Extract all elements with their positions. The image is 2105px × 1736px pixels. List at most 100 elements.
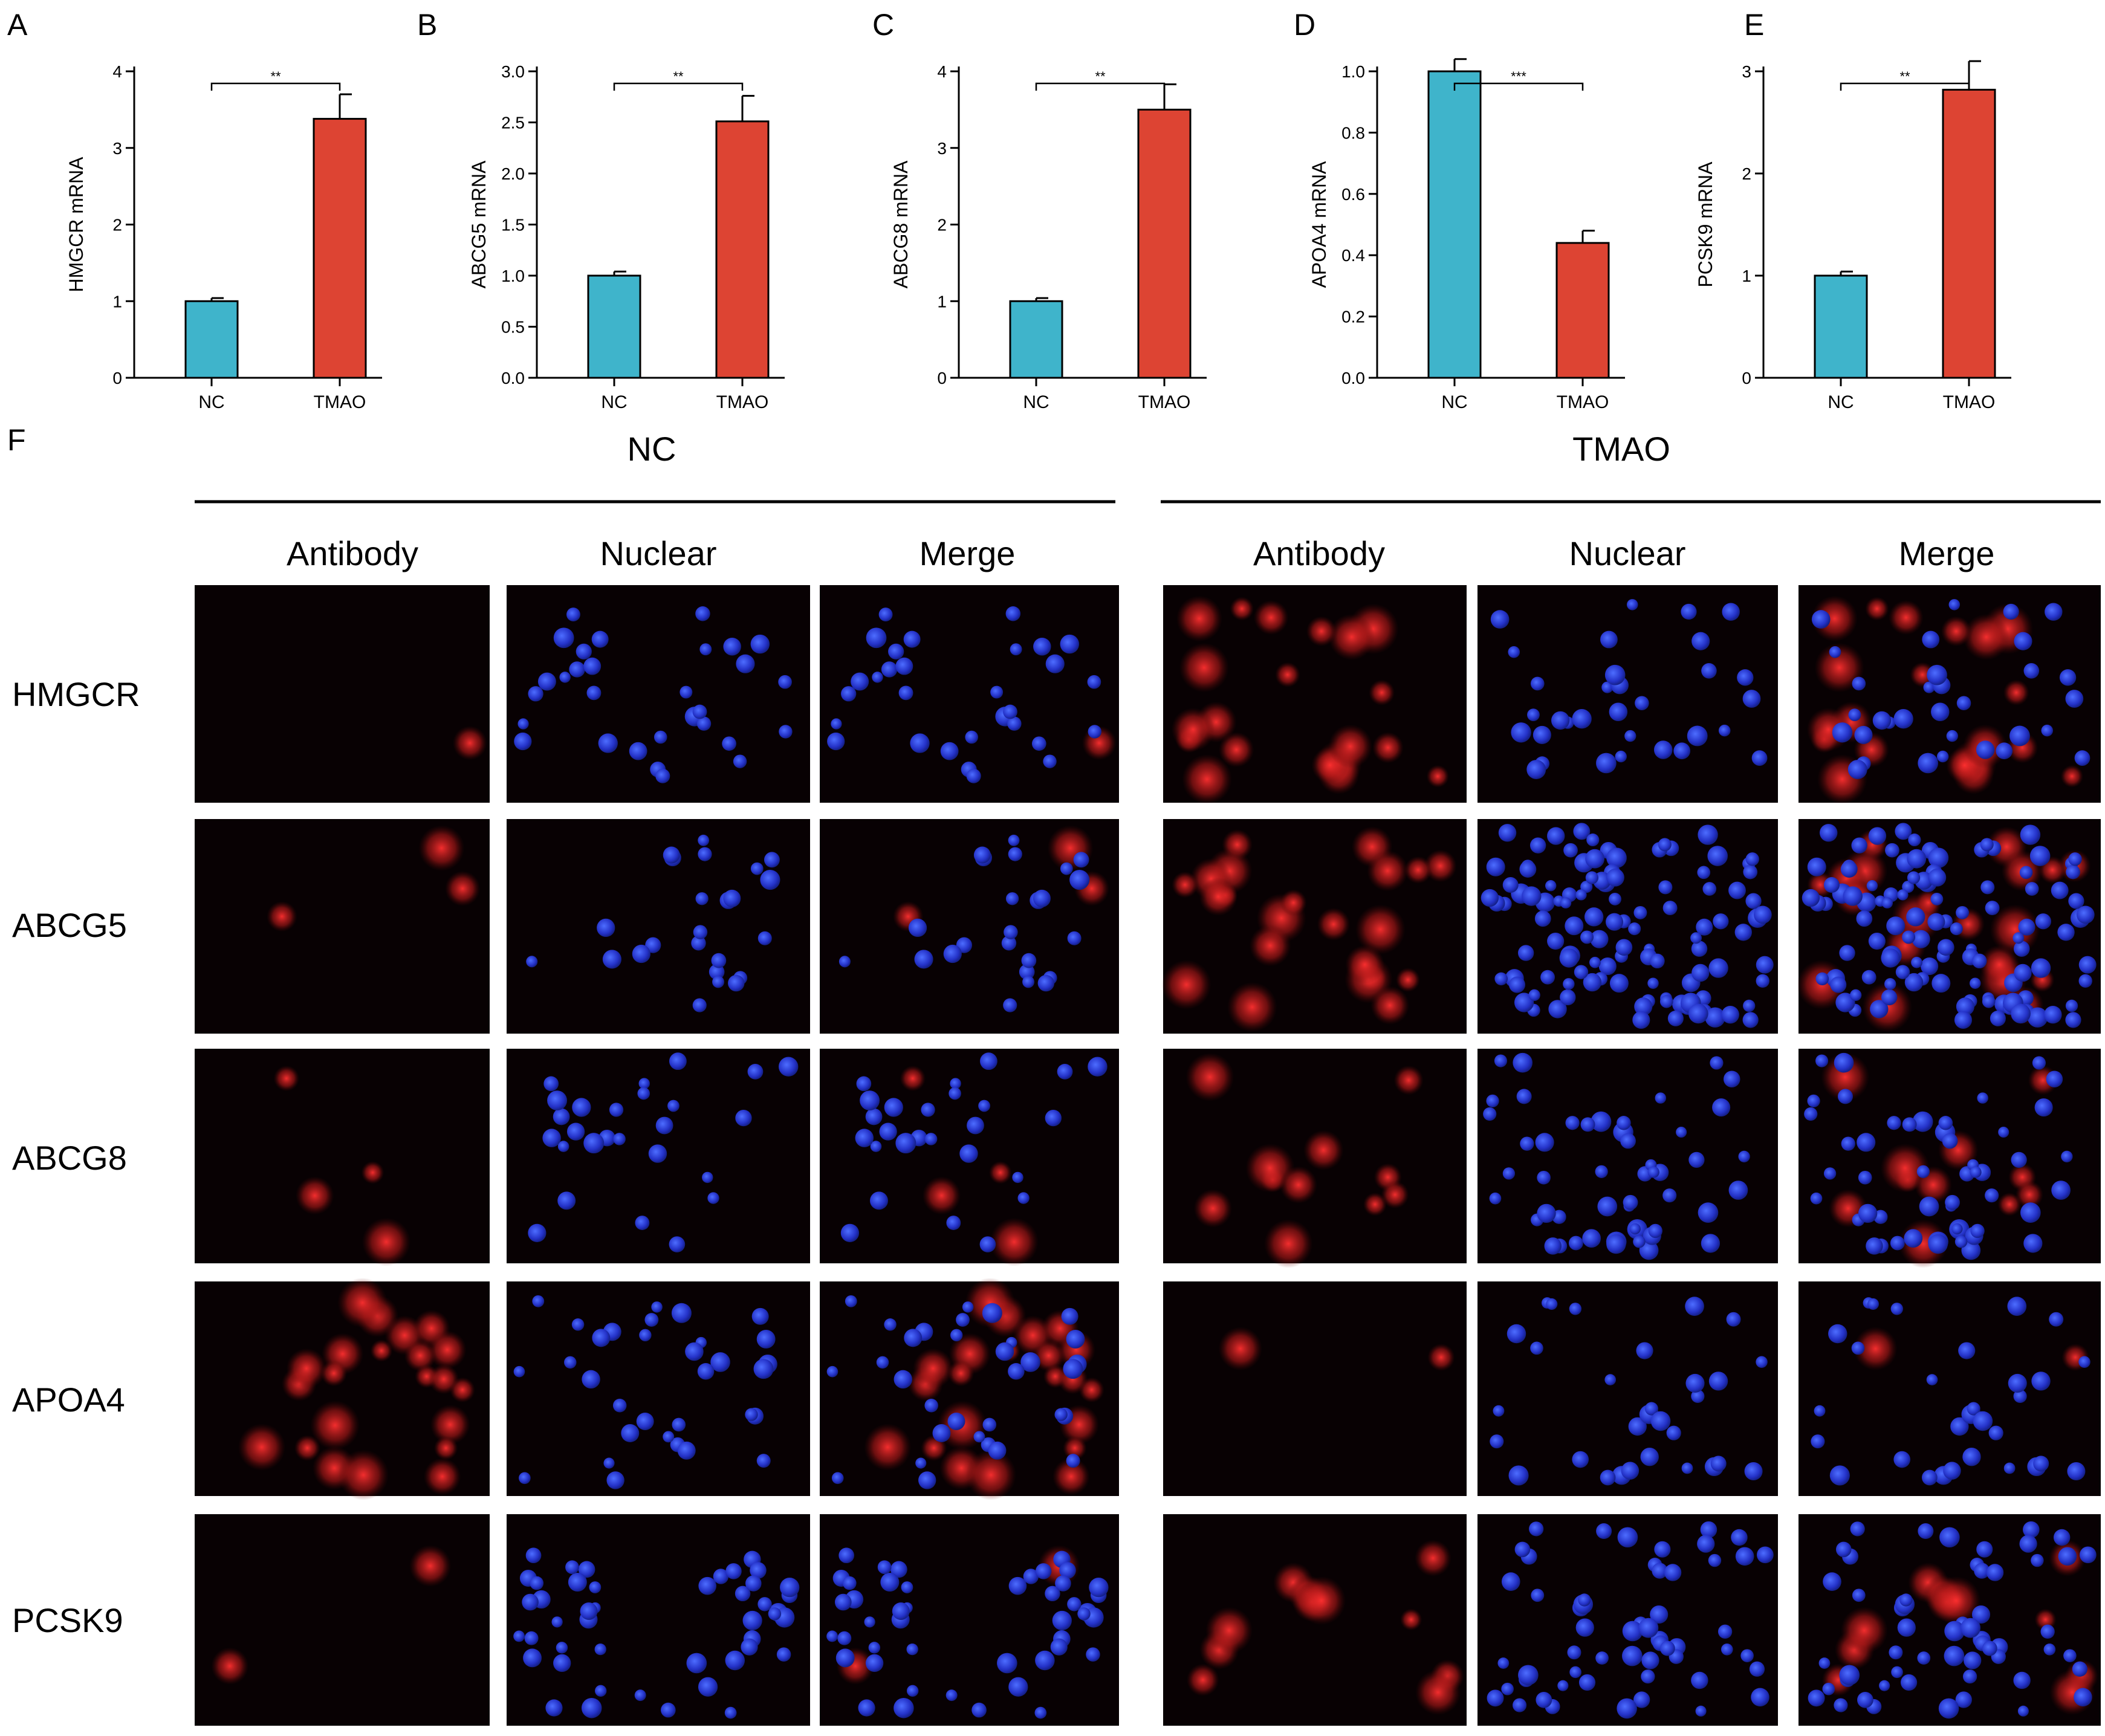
nucleus [1584, 907, 1604, 927]
nucleus [1628, 922, 1641, 936]
nucleus [1698, 1202, 1719, 1223]
nucleus [1008, 1363, 1025, 1380]
nucleus [2007, 1297, 2027, 1316]
y-tick-label: 3 [937, 139, 947, 158]
nucleus [1904, 973, 1924, 992]
nucleus [524, 1631, 539, 1645]
nucleus [1982, 1640, 1997, 1656]
nucleus [644, 1313, 659, 1327]
nucleus [1604, 1374, 1617, 1385]
nucleus [1633, 1691, 1650, 1708]
nucleus [870, 1191, 888, 1210]
nucleus [1738, 1150, 1750, 1162]
y-tick-label: 0.8 [1341, 123, 1365, 142]
y-axis-label: PCSK9 mRNA [1695, 161, 1716, 288]
antibody-signal [965, 1449, 1016, 1500]
column-header-nuclear: Nuclear [1569, 534, 1686, 572]
nucleus [1624, 730, 1636, 742]
nucleus [1956, 997, 1974, 1016]
nucleus [612, 1398, 627, 1413]
nucleus [1597, 1196, 1618, 1217]
micrograph-tmao-pcsk9-merge [1798, 1514, 2101, 1726]
nucleus [950, 1078, 961, 1089]
nucleus [722, 736, 736, 751]
nucleus [685, 1342, 704, 1361]
antibody-signal [1814, 643, 1864, 693]
nucleus [1850, 1521, 1865, 1537]
nucleus [1575, 1618, 1594, 1637]
y-tick-label: 0.4 [1341, 246, 1365, 265]
nucleus [1721, 1006, 1739, 1024]
nucleus [2043, 1643, 2056, 1656]
antibody-signal [1381, 1181, 1409, 1209]
nucleus [1008, 1576, 1027, 1595]
nucleus [1648, 1223, 1662, 1239]
nucleus [1712, 1098, 1731, 1117]
nucleus [1930, 892, 1944, 905]
nucleus [1840, 861, 1858, 878]
nucleus [1922, 1469, 1938, 1486]
nucleus [1954, 1236, 1968, 1248]
nucleus [557, 1191, 576, 1210]
nucleus [1073, 852, 1089, 868]
nucleus [1063, 1359, 1083, 1379]
nucleus [1547, 932, 1565, 950]
antibody-signal [2034, 1608, 2057, 1631]
nucleus [1060, 862, 1073, 875]
nucleus [894, 1370, 912, 1389]
significance-label: ** [1899, 69, 1910, 84]
antibody-signal [1865, 597, 1889, 621]
nucleus [1483, 1107, 1497, 1121]
nucleus [1818, 1657, 1831, 1669]
nucleus [1852, 1589, 1866, 1602]
nucleus [1996, 742, 2013, 760]
micrograph-tmao-apoa4-merge [1798, 1281, 2101, 1496]
nucleus [1501, 1572, 1520, 1591]
nucleus [528, 686, 543, 702]
nucleus [1565, 1116, 1580, 1130]
bar-tmao [1137, 108, 1192, 379]
nucleus [1807, 1094, 1820, 1107]
nucleus [753, 1359, 774, 1379]
nucleus [1721, 1643, 1733, 1656]
nucleus [1066, 1329, 1085, 1349]
nucleus [710, 1352, 730, 1372]
nucleus [1595, 1651, 1609, 1665]
nucleus [1606, 1234, 1626, 1254]
nucleus [858, 1699, 875, 1717]
micrograph-tmao-apoa4-antibody [1163, 1281, 1467, 1496]
nucleus [1945, 1194, 1960, 1210]
nucleus [1569, 1666, 1581, 1679]
nucleus [1639, 1240, 1659, 1260]
nucleus [1858, 1170, 1872, 1185]
nucleus [1666, 1425, 1681, 1440]
nucleus [1066, 1454, 1080, 1468]
nucleus [946, 1216, 961, 1230]
antibody-signal [1404, 856, 1432, 884]
nucleus [1662, 1188, 1677, 1203]
nucleus [1563, 843, 1578, 858]
nucleus [1001, 936, 1017, 951]
nucleus [1756, 974, 1769, 988]
nucleus [1973, 1411, 1993, 1431]
nucleus [1928, 1234, 1948, 1254]
nucleus [860, 1090, 880, 1111]
nucleus [866, 627, 887, 649]
bar-nc [1009, 300, 1063, 379]
nucleus [1829, 1465, 1850, 1486]
nucleus [712, 976, 724, 988]
x-tick-label: TMAO [314, 392, 366, 412]
nucleus [2003, 1462, 2016, 1474]
nucleus [876, 1356, 889, 1369]
nucleus [569, 661, 585, 678]
nucleus [2020, 1202, 2041, 1223]
nucleus [1722, 603, 1740, 621]
antibody-signal [1941, 616, 1971, 647]
nucleus [1687, 725, 1708, 747]
nucleus [1927, 664, 1947, 685]
nucleus [881, 661, 898, 678]
nucleus [1944, 1645, 1965, 1666]
antibody-signal [1230, 597, 1254, 621]
nucleus [1609, 892, 1621, 905]
micrograph-background [195, 1514, 490, 1726]
